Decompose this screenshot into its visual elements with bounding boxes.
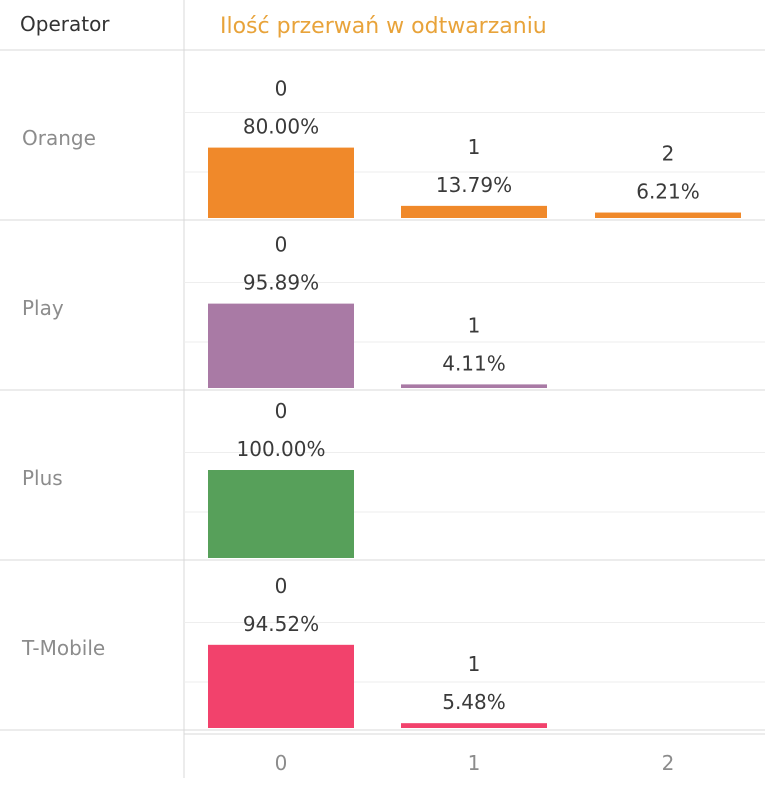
bar-value-label: 94.52%: [243, 612, 319, 636]
bar-play-0: [208, 303, 354, 388]
bar-value-label: 100.00%: [237, 437, 326, 461]
operator-label-orange: Orange: [22, 126, 96, 150]
bar-t-mobile-0: [208, 644, 354, 728]
bar-value-label: 95.89%: [243, 271, 319, 295]
bar-category-label: 0: [275, 574, 288, 598]
bar-orange-1: [401, 205, 547, 218]
bar-value-label: 6.21%: [636, 180, 700, 204]
operator-label-t-mobile: T-Mobile: [21, 636, 105, 660]
x-tick-label: 2: [662, 751, 675, 775]
operator-label-play: Play: [22, 296, 64, 320]
operator-column-header: Operator: [20, 12, 110, 36]
bar-category-label: 0: [275, 233, 288, 257]
chart-title: Ilość przerwań w odtwarzaniu: [220, 14, 547, 39]
bar-category-label: 1: [468, 135, 481, 159]
bar-value-label: 13.79%: [436, 173, 512, 197]
bar-plus-0: [208, 470, 354, 558]
x-tick-label: 1: [468, 751, 481, 775]
bar-category-label: 1: [468, 313, 481, 337]
bar-value-label: 4.11%: [442, 351, 506, 375]
bar-orange-2: [595, 212, 741, 218]
bar-orange-0: [208, 147, 354, 218]
x-tick-label: 0: [275, 751, 288, 775]
bar-value-label: 80.00%: [243, 115, 319, 139]
bar-category-label: 1: [468, 652, 481, 676]
bar-t-mobile-1: [401, 723, 547, 728]
bar-category-label: 0: [275, 399, 288, 423]
bar-play-1: [401, 384, 547, 388]
bar-value-label: 5.48%: [442, 690, 506, 714]
operator-label-plus: Plus: [22, 466, 63, 490]
bar-category-label: 2: [662, 142, 675, 166]
bar-category-label: 0: [275, 77, 288, 101]
